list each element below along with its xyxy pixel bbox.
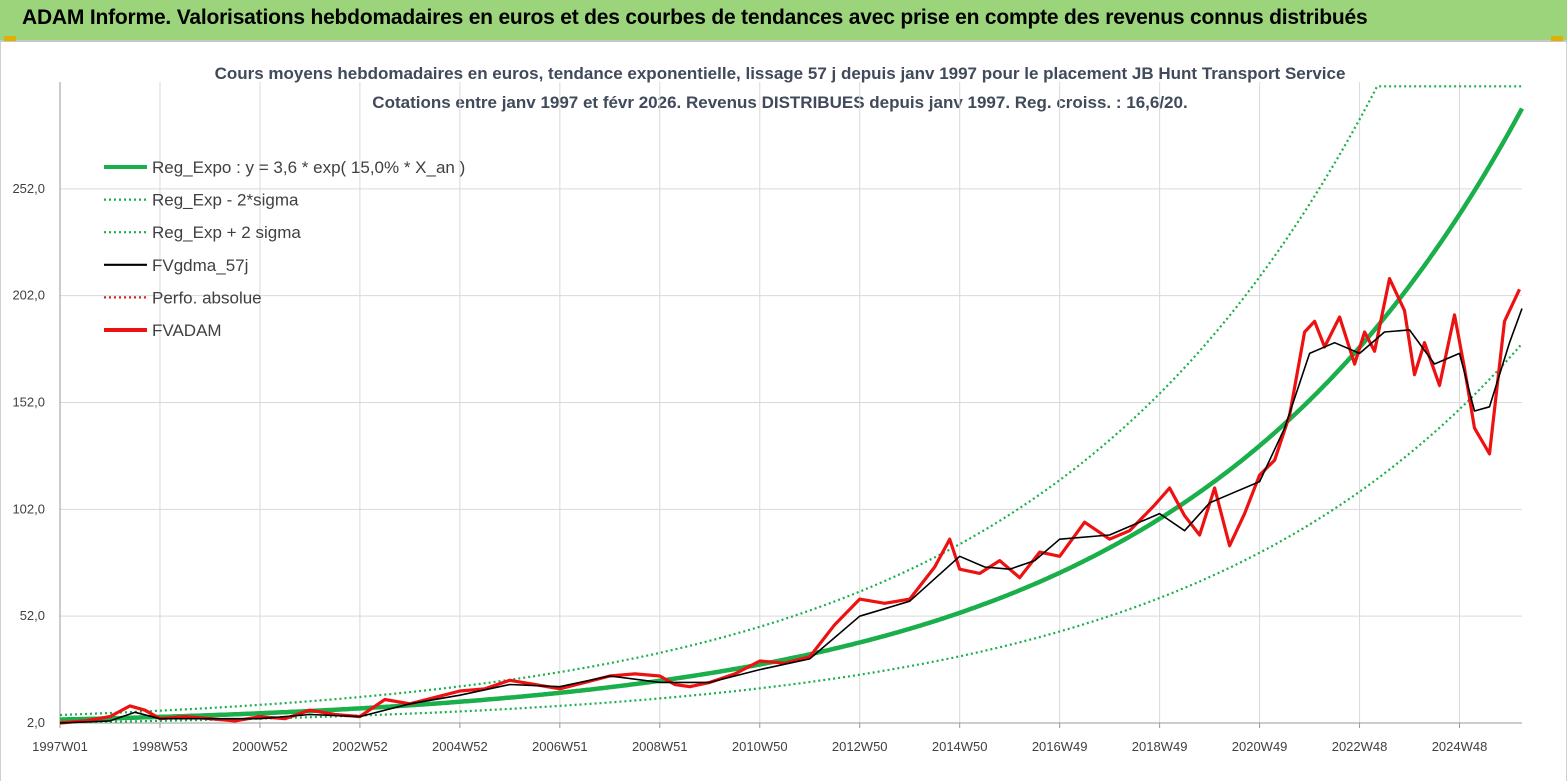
y-tick-label: 152,0 [12,395,45,410]
legend-label: Reg_Exp - 2*sigma [152,191,299,210]
x-tick-label: 2010W50 [732,739,788,754]
x-tick-label: 2022W48 [1332,739,1388,754]
x-tick-label: 2004W52 [432,739,488,754]
x-tick-label: 1998W53 [132,739,188,754]
x-tick-label: 2024W48 [1432,739,1488,754]
legend-label: Perfo. absolue [152,288,262,307]
chart-title: Cours moyens hebdomadaires en euros, ten… [214,64,1346,83]
x-tick-label: 2020W49 [1232,739,1288,754]
y-tick-label: 2,0 [27,715,45,730]
y-tick-label: 102,0 [12,501,45,516]
legend-label: FVgdma_57j [152,256,248,275]
y-tick-label: 52,0 [20,608,45,623]
x-tick-label: 2006W51 [532,739,588,754]
x-tick-label: 2018W49 [1132,739,1188,754]
corner-mark-left [4,36,16,41]
chart-subtitle: Cotations entre janv 1997 et févr 2026. … [372,93,1188,112]
x-tick-label: 2008W51 [632,739,688,754]
x-tick-label: 2016W49 [1032,739,1088,754]
y-tick-label: 252,0 [12,181,45,196]
x-tick-label: 2012W50 [832,739,888,754]
reg-exp-plus-2sigma-line [59,85,1522,717]
x-tick-label: 2002W52 [332,739,388,754]
reg-exp-minus-2sigma-line [60,342,1523,724]
x-tick-label: 1997W01 [32,739,88,754]
header-banner: ADAM Informe. Valorisations hebdomadaire… [0,0,1567,42]
x-tick-label: 2014W50 [932,739,988,754]
x-tick-label: 2000W52 [232,739,288,754]
report-title: ADAM Informe. Valorisations hebdomadaire… [22,6,1368,29]
legend-label: FVADAM [152,321,222,340]
legend-label: Reg_Expo : y = 3,6 * exp( 15,0% * X_an ) [152,158,465,177]
legend-label: Reg_Exp + 2 sigma [152,223,301,242]
corner-mark-right [1551,36,1563,41]
fvgdma-57j-line [59,308,1523,724]
y-tick-label: 202,0 [12,288,45,303]
